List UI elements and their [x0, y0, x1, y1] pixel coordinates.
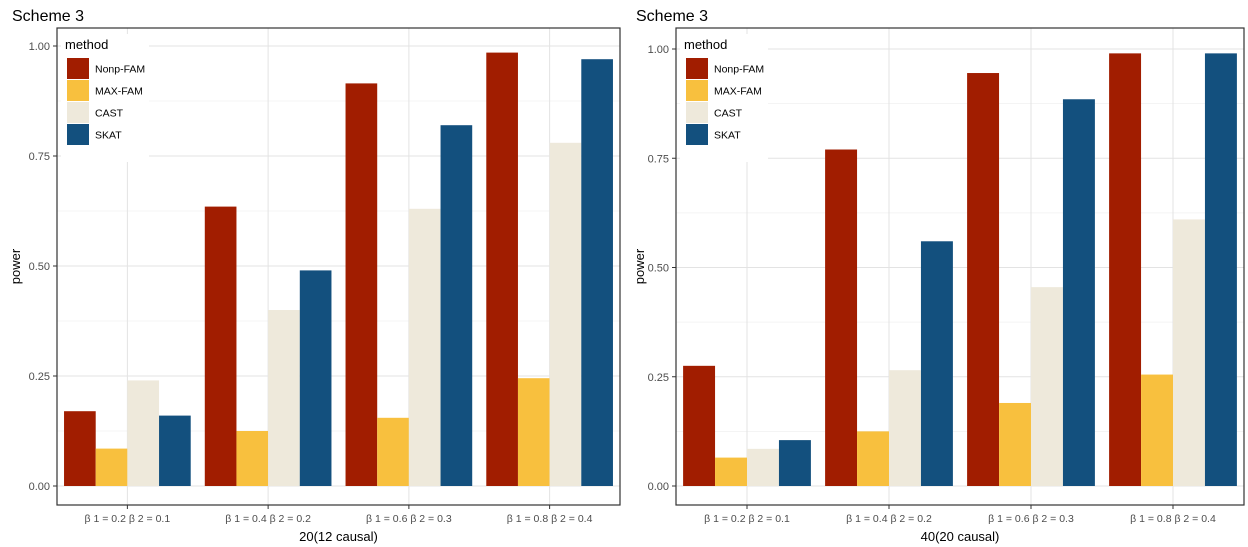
x-tick-label: β 1 = 0.6 β 2 = 0.3 [366, 513, 452, 525]
bar-skat [581, 59, 613, 486]
legend-label: SKAT [714, 130, 741, 142]
bar-cast [1173, 219, 1205, 486]
bar-nonp-fam [64, 411, 96, 486]
bar-max-fam [95, 448, 128, 486]
y-tick-label: 0.25 [29, 371, 50, 383]
bar-nonp-fam [204, 206, 237, 486]
legend-label: MAX-FAM [714, 86, 762, 98]
bar-nonp-fam [486, 52, 518, 486]
legend-key-nonp-fam [67, 58, 89, 79]
legend-key-max-fam [686, 80, 708, 101]
y-tick-label: 0.50 [648, 263, 669, 275]
x-tick-label: β 1 = 0.2 β 2 = 0.1 [704, 513, 790, 525]
legend-label: Nonp-FAM [714, 64, 764, 76]
x-tick-label: β 1 = 0.4 β 2 = 0.2 [846, 513, 932, 525]
chart-panel-right: Scheme 3 0.00 0.25 0.50 0.75 1.00 β 1 = 0.2 β … [624, 0, 1248, 547]
bar-skat [920, 241, 953, 486]
legend-label: Nonp-FAM [95, 64, 145, 76]
x-tick-label: β 1 = 0.6 β 2 = 0.3 [988, 513, 1074, 525]
plot-border [56, 27, 621, 506]
y-tick-label: 0.00 [29, 481, 50, 493]
bar-skat [778, 440, 811, 486]
legend-key-skat [686, 124, 708, 145]
legend-key-skat [67, 124, 89, 145]
bar-cast [1031, 287, 1063, 486]
y-tick-label: 0.75 [29, 151, 50, 163]
bar-chart-right: Scheme 3 0.00 0.25 0.50 0.75 1.00 β 1 = 0.2 β … [632, 8, 1245, 544]
bar-max-fam [857, 431, 889, 486]
y-tick-label: 1.00 [29, 41, 50, 53]
y-axis-title: power [632, 248, 647, 284]
bar-max-fam [377, 417, 409, 486]
bar-cast [268, 310, 300, 486]
x-axis-title: 20(12 causal) [299, 529, 378, 544]
legend-label: MAX-FAM [95, 86, 143, 98]
bar-max-fam [1141, 374, 1173, 486]
y-tick-label: 0.75 [648, 153, 669, 165]
legend-label: CAST [95, 108, 124, 120]
bar-skat [1062, 99, 1095, 486]
x-tick-label: β 1 = 0.4 β 2 = 0.2 [225, 513, 311, 525]
bar-max-fam [999, 402, 1031, 486]
x-tick-label: β 1 = 0.2 β 2 = 0.1 [85, 513, 171, 525]
bar-nonp-fam [967, 73, 1000, 486]
y-tick-label: 0.50 [29, 261, 50, 273]
bar-cast [408, 208, 441, 487]
bar-nonp-fam [683, 365, 716, 486]
bar-max-fam [517, 378, 550, 486]
x-axis-title: 40(20 causal) [921, 529, 1000, 544]
bar-cast [549, 142, 582, 487]
legend-title: method [65, 37, 108, 52]
legend-key-cast [686, 102, 708, 123]
y-tick-label: 0.00 [648, 481, 669, 493]
chart-title: Scheme 3 [636, 8, 708, 25]
legend-key-max-fam [67, 80, 89, 101]
bar-skat [299, 270, 332, 486]
bar-skat [159, 415, 191, 486]
legend-key-cast [67, 102, 89, 123]
legend-label: SKAT [95, 130, 122, 142]
bar-cast [889, 370, 921, 486]
x-tick-label: β 1 = 0.8 β 2 = 0.4 [507, 513, 593, 525]
bar-nonp-fam [1109, 53, 1142, 487]
bar-max-fam [236, 431, 269, 486]
bar-max-fam [715, 457, 747, 486]
legend-label: CAST [714, 108, 743, 120]
legend-key-nonp-fam [686, 58, 708, 79]
bar-skat [440, 125, 473, 486]
bar-nonp-fam [825, 149, 858, 486]
legend-title: method [684, 37, 727, 52]
x-tick-label: β 1 = 0.8 β 2 = 0.4 [1130, 513, 1216, 525]
y-axis-title: power [8, 248, 23, 284]
bar-skat [1204, 53, 1237, 487]
plot-border [675, 27, 1245, 506]
bar-cast [127, 380, 160, 486]
y-tick-label: 0.25 [648, 372, 669, 384]
bar-cast [747, 448, 779, 486]
y-tick-label: 1.00 [648, 44, 669, 56]
chart-panel-left: Scheme 3 0.00 0.25 0.50 0.75 1.00 β 1 = 0.2 β … [8, 8, 621, 544]
bar-nonp-fam [345, 83, 378, 487]
bar-chart-left: Scheme 3 0.00 0.25 0.50 0.75 1.00 β 1 = 0.2 β … [8, 8, 621, 544]
chart-title: Scheme 3 [12, 8, 84, 25]
